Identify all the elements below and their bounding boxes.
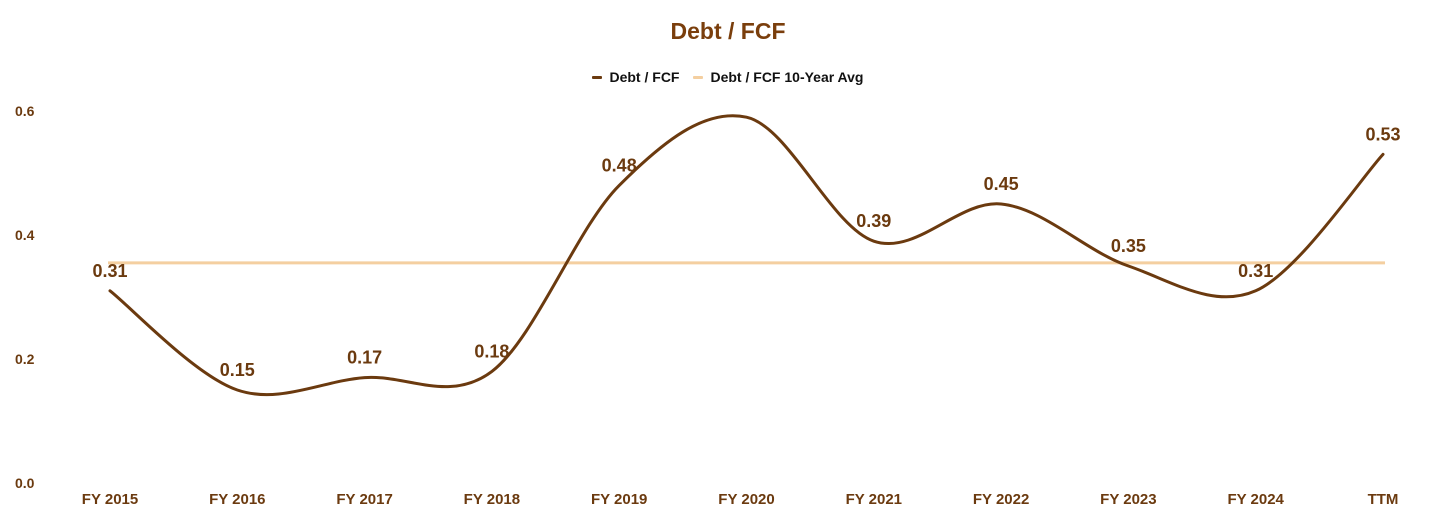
legend: Debt / FCF Debt / FCF 10-Year Avg bbox=[0, 69, 1456, 85]
data-label: 0.39 bbox=[856, 211, 891, 231]
x-tick-label: FY 2015 bbox=[82, 491, 138, 508]
data-label: 0.53 bbox=[1365, 124, 1400, 144]
data-label: 0.48 bbox=[602, 155, 637, 175]
data-label: 0.18 bbox=[474, 341, 509, 361]
legend-label-10yr-avg: Debt / FCF 10-Year Avg bbox=[710, 69, 864, 85]
legend-item-10yr-avg[interactable]: Debt / FCF 10-Year Avg bbox=[693, 69, 864, 85]
x-tick-label: FY 2016 bbox=[209, 491, 265, 508]
x-tick-label: FY 2021 bbox=[846, 491, 902, 508]
x-tick-label: FY 2023 bbox=[1100, 491, 1156, 508]
data-label: 0.45 bbox=[984, 174, 1019, 194]
x-tick-label: FY 2020 bbox=[718, 491, 774, 508]
legend-label-debt-fcf: Debt / FCF bbox=[609, 69, 680, 85]
legend-item-debt-fcf[interactable]: Debt / FCF bbox=[592, 69, 679, 85]
chart-title: Debt / FCF bbox=[670, 18, 786, 44]
legend-swatch-debt-fcf bbox=[592, 75, 603, 79]
y-tick-label: 0.6 bbox=[15, 103, 35, 119]
data-label: 0.31 bbox=[92, 261, 127, 281]
data-label: 0.35 bbox=[1111, 236, 1146, 256]
x-tick-label: FY 2019 bbox=[591, 491, 647, 508]
data-label: 0.17 bbox=[347, 348, 382, 368]
series-line-debt-fcf bbox=[108, 114, 1385, 397]
y-tick-label: 0.0 bbox=[15, 475, 35, 491]
data-label: 0.31 bbox=[1238, 261, 1273, 281]
y-tick-label: 0.4 bbox=[15, 227, 35, 243]
data-label: 0.15 bbox=[220, 360, 255, 380]
x-tick-label: FY 2018 bbox=[464, 491, 520, 508]
x-tick-label: TTM bbox=[1368, 491, 1399, 508]
x-tick-label: FY 2024 bbox=[1227, 491, 1284, 508]
legend-swatch-10yr-avg bbox=[693, 75, 704, 79]
y-tick-label: 0.2 bbox=[15, 351, 35, 367]
x-tick-label: FY 2017 bbox=[336, 491, 392, 508]
x-tick-label: FY 2022 bbox=[973, 491, 1029, 508]
